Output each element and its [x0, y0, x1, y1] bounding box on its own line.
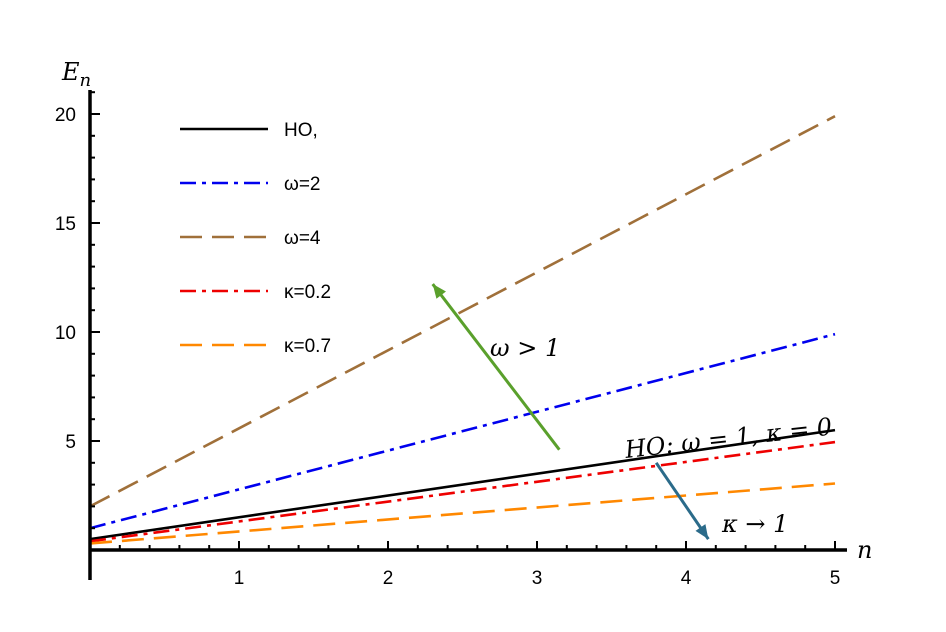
y-tick-label: 20: [55, 105, 76, 126]
omega-arrow-head: [432, 284, 446, 299]
series-line-3: [89, 440, 836, 543]
x-tick-label: 3: [532, 568, 543, 589]
series-line-4: [89, 482, 836, 545]
legend-label-0: HO,: [284, 120, 318, 141]
legend-label-1: ω=2: [284, 174, 321, 195]
series-line-0: [89, 428, 836, 541]
y-tick-label: 5: [65, 432, 76, 453]
kappa-arrow-shaft: [654, 461, 710, 540]
y-tick-label: 10: [55, 323, 76, 344]
y-axis-label: En: [61, 58, 91, 91]
kappa-arrow-head: [695, 524, 709, 540]
x-axis-label: n: [857, 536, 872, 564]
kappa-annotation-text: κ → 1: [721, 510, 788, 538]
x-tick-label: 1: [234, 568, 245, 589]
x-tick-label: 4: [681, 568, 692, 589]
omega-annotation-text: ω > 1: [490, 334, 560, 362]
omega-arrow-shaft: [431, 283, 561, 451]
legend-label-3: κ=0.2: [284, 282, 331, 303]
legend-label-2: ω=4: [284, 228, 321, 249]
x-tick-label: 2: [383, 568, 394, 589]
x-tick-label: 5: [830, 568, 841, 589]
series-line-1: [89, 332, 836, 530]
y-tick-label: 15: [55, 214, 76, 235]
legend-label-4: κ=0.7: [284, 336, 331, 357]
series-line-2: [89, 115, 836, 508]
